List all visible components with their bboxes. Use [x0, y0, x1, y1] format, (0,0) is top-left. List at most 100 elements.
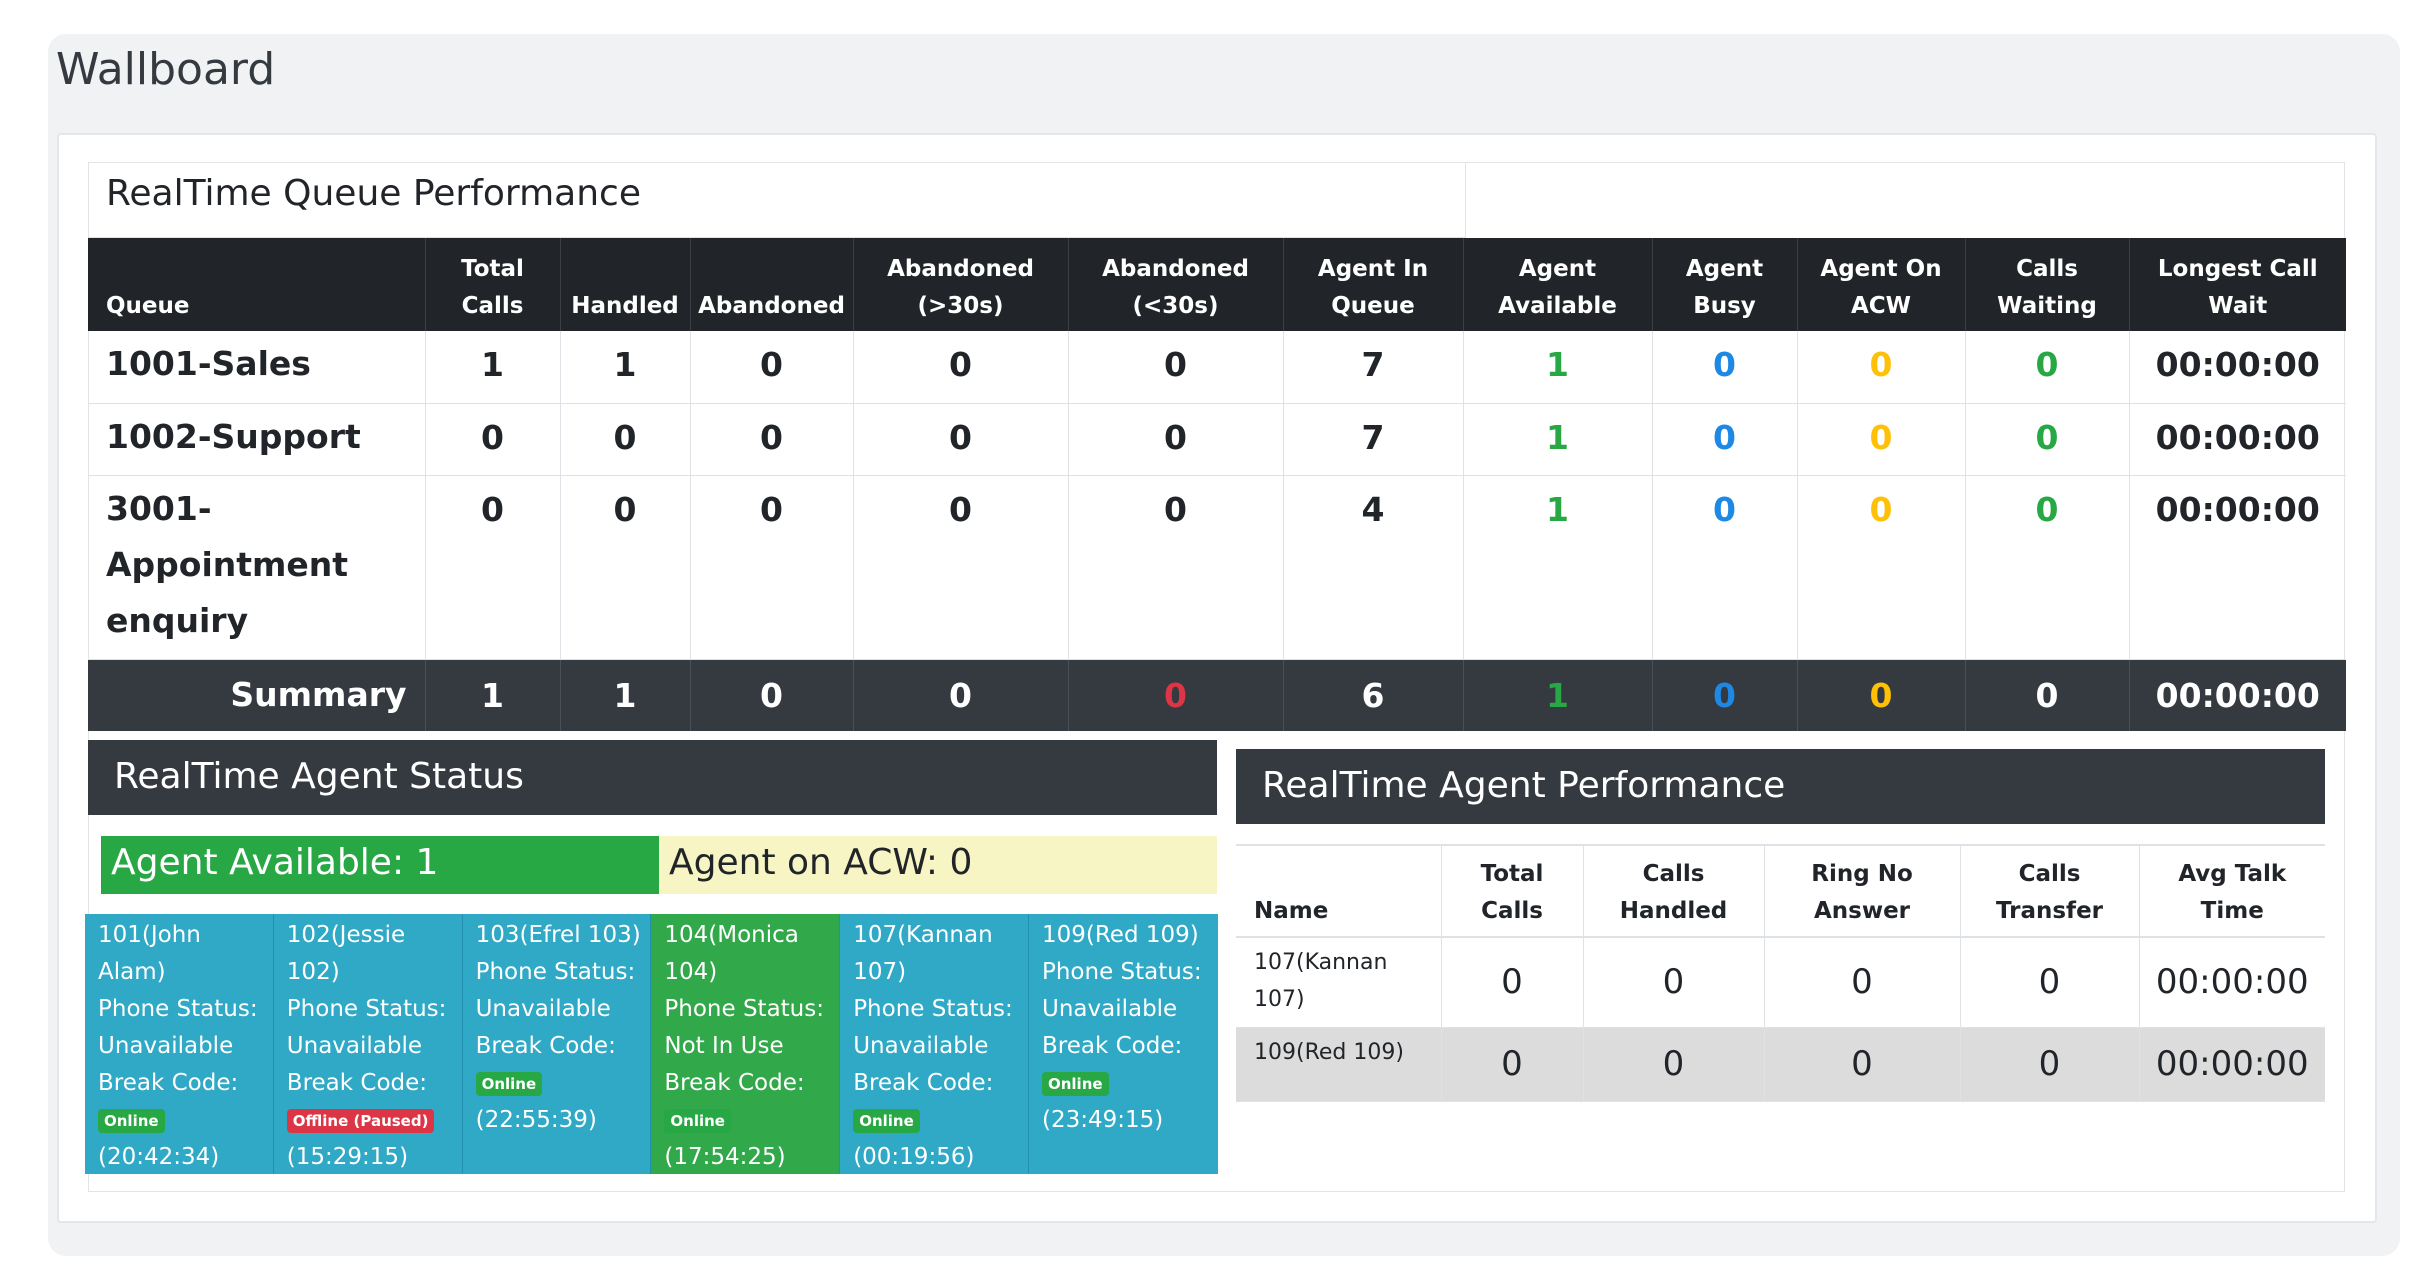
summary-busy: 0	[1651, 659, 1797, 731]
summary-handled: 1	[559, 659, 690, 731]
agent-tile[interactable]: 109(Red 109) Phone Status: Unavailable B…	[1028, 914, 1218, 1174]
agent-line: Unavailable	[1041, 996, 1178, 1022]
col-agent-busy[interactable]: Agent Busy	[1651, 238, 1797, 331]
col-abandoned[interactable]: Abandoned	[689, 238, 853, 331]
agent-status-header: RealTime Agent Status	[88, 740, 1217, 815]
cell-abandoned: 0	[689, 475, 853, 660]
summary-abandoned: 0	[689, 659, 853, 731]
table-row: 1002-Support 0 0 0 0 0 7 1 0 0 0 00:00:0…	[88, 403, 2346, 476]
agent-line: Phone Status:	[475, 959, 636, 985]
cell-handled: 0	[559, 475, 690, 660]
agent-tiles: 101(John Alam) Phone Status: Unavailable…	[85, 914, 1218, 1174]
col-avg-talk-time[interactable]: Avg Talk Time	[2138, 845, 2325, 938]
cell-abandoned-gt30: 0	[852, 475, 1068, 660]
cell-acw: 0	[1796, 403, 1965, 476]
col-longest-call-wait[interactable]: Longest Call Wait	[2128, 238, 2346, 331]
agent-line: Break Code:	[475, 1033, 616, 1059]
agent-line: 107)	[853, 959, 907, 985]
agent-time: (15:29:15)	[286, 1144, 409, 1170]
col-calls-handled[interactable]: Calls Handled	[1582, 845, 1764, 938]
agent-name: 104(Monica	[664, 922, 799, 948]
queue-performance-table: Queue Total Calls Handled Abandoned Aband…	[88, 238, 2346, 731]
col-total-calls[interactable]: Total Calls	[1440, 845, 1583, 938]
cell-abandoned: 0	[689, 331, 853, 404]
cell-waiting: 0	[1964, 331, 2129, 404]
queue-name: 1001-Sales	[88, 331, 425, 404]
col-agent-available[interactable]: Agent Available	[1462, 238, 1652, 331]
table-row: 1001-Sales 1 1 0 0 0 7 1 0 0 0 00:00:00	[88, 331, 2346, 404]
cell-avg-talk: 00:00:00	[2138, 1027, 2325, 1102]
cell-handled: 0	[559, 403, 690, 476]
queue-name: 3001- Appointment enquiry	[88, 475, 425, 660]
col-agent-in-queue[interactable]: Agent In Queue	[1282, 238, 1463, 331]
agent-performance-table: Name Total Calls Calls Handled Ring No Answ…	[1236, 844, 2325, 1102]
cell-abandoned-lt30: 0	[1067, 403, 1283, 476]
summary-total: 1	[424, 659, 560, 731]
col-calls-waiting[interactable]: Calls Waiting	[1964, 238, 2129, 331]
agent-tile[interactable]: 102(Jessie 102) Phone Status: Unavailabl…	[273, 914, 463, 1174]
agent-time: (00:19:56)	[853, 1144, 975, 1170]
cell-acw: 0	[1796, 475, 1965, 660]
cell-longest: 00:00:00	[2128, 403, 2346, 476]
cell-ring-no-answer: 0	[1763, 1027, 1960, 1102]
agent-line: 104)	[664, 959, 718, 985]
col-handled[interactable]: Handled	[559, 238, 690, 331]
cell-waiting: 0	[1964, 403, 2129, 476]
col-abandoned-gt30[interactable]: Abandoned (>30s)	[852, 238, 1068, 331]
status-badge: Online	[475, 1071, 543, 1096]
summary-label: Summary	[88, 659, 425, 731]
col-ring-no-answer[interactable]: Ring No Answer	[1763, 845, 1960, 938]
agent-acw-bar: Agent on ACW: 0	[659, 836, 1217, 894]
summary-abandoned-lt30: 0	[1067, 659, 1283, 731]
col-calls-transfer[interactable]: Calls Transfer	[1959, 845, 2139, 938]
agent-time: (22:55:39)	[475, 1107, 597, 1133]
agent-name: 107(Kannan 107)	[1236, 937, 1441, 1028]
agent-line: Break Code:	[853, 1070, 994, 1096]
cell-transfer: 0	[1959, 937, 2139, 1028]
status-badge: Online	[664, 1108, 731, 1133]
cell-longest: 00:00:00	[2128, 331, 2346, 404]
agent-line: Break Code:	[664, 1070, 805, 1096]
summary-row: Summary 1 1 0 0 0 6 1 0 0 0 00:00:00	[88, 659, 2346, 731]
cell-longest: 00:00:00	[2128, 475, 2346, 660]
cell-in-queue: 4	[1282, 475, 1463, 660]
agent-line: Break Code:	[286, 1070, 428, 1096]
col-agent-on-acw[interactable]: Agent On ACW	[1796, 238, 1965, 331]
col-total-calls[interactable]: Total Calls	[424, 238, 560, 331]
summary-longest: 00:00:00	[2128, 659, 2346, 731]
agent-line: Unavailable	[853, 1033, 989, 1059]
agent-tile[interactable]: 101(John Alam) Phone Status: Unavailable…	[85, 914, 274, 1174]
status-badge: Offline (Paused)	[286, 1108, 435, 1133]
cell-available: 1	[1462, 403, 1652, 476]
table-row: 3001- Appointment enquiry 0 0 0 0 0 4 1 0 …	[88, 475, 2346, 660]
cell-transfer: 0	[1959, 1027, 2139, 1102]
cell-ring-no-answer: 0	[1763, 937, 1960, 1028]
cell-total: 0	[1440, 1027, 1583, 1102]
cell-abandoned-gt30: 0	[852, 331, 1068, 404]
cell-abandoned-lt30: 0	[1067, 475, 1283, 660]
cell-in-queue: 7	[1282, 403, 1463, 476]
agent-line: Phone Status:	[664, 996, 824, 1022]
col-name[interactable]: Name	[1236, 845, 1441, 938]
agent-name: 103(Efrel 103)	[475, 922, 641, 948]
cell-abandoned-gt30: 0	[852, 403, 1068, 476]
cell-in-queue: 7	[1282, 331, 1463, 404]
agent-line: Phone Status:	[286, 996, 447, 1022]
agent-line: Unavailable	[98, 1033, 234, 1059]
status-badge: Online	[98, 1108, 165, 1133]
page-title: Wallboard	[56, 44, 276, 95]
cell-busy: 0	[1651, 475, 1797, 660]
agent-tile[interactable]: 104(Monica 104) Phone Status: Not In Use…	[651, 914, 841, 1174]
col-queue[interactable]: Queue	[88, 238, 425, 331]
cell-avg-talk: 00:00:00	[2138, 937, 2325, 1028]
col-abandoned-lt30[interactable]: Abandoned (<30s)	[1067, 238, 1283, 331]
agent-name: 109(Red 109)	[1041, 922, 1199, 948]
agent-tile[interactable]: 103(Efrel 103) Phone Status: Unavailable…	[462, 914, 652, 1174]
cell-acw: 0	[1796, 331, 1965, 404]
summary-acw: 0	[1796, 659, 1965, 731]
agent-available-bar: Agent Available: 1	[101, 836, 659, 894]
agent-line: Phone Status:	[1041, 959, 1202, 985]
cell-handled: 0	[1582, 937, 1764, 1028]
agent-tile[interactable]: 107(Kannan 107) Phone Status: Unavailabl…	[840, 914, 1029, 1174]
agent-name: 101(John Alam)	[98, 922, 201, 985]
